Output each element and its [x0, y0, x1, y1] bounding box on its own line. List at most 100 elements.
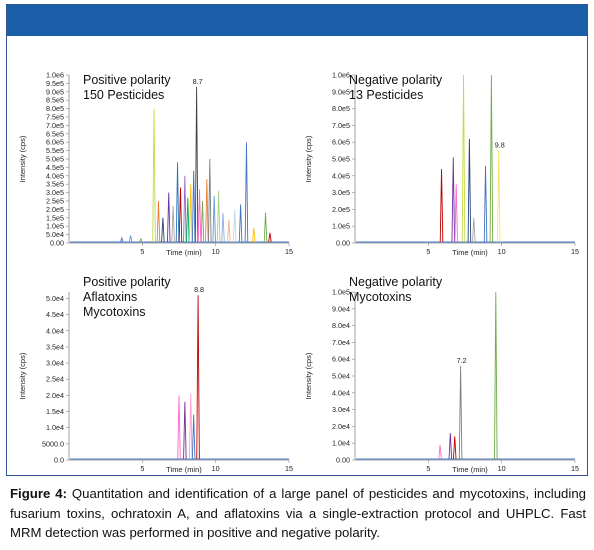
x-tick-label: 10	[212, 247, 220, 256]
chart-title-line: Positive polarity	[83, 275, 171, 289]
chromatogram-peak	[454, 184, 458, 243]
x-tick-label: 15	[571, 247, 579, 256]
chromatogram-peak	[263, 212, 268, 243]
chromatogram-peak	[175, 162, 180, 243]
chart-title-line: Negative polarity	[349, 275, 443, 289]
chart-title-line: Aflatoxins	[83, 290, 138, 304]
y-tick-label: 1.0e6	[332, 71, 350, 80]
chromatogram-peak	[183, 175, 187, 243]
chromatogram-peak	[244, 142, 249, 243]
chromatogram-peak	[496, 150, 501, 243]
chromatogram-peak	[128, 235, 133, 243]
y-tick-label: 6.0e4	[332, 355, 350, 364]
y-tick-label: 2.0e4	[332, 422, 350, 431]
chromatogram-peak	[212, 195, 216, 243]
y-tick-label: 4.0e5	[332, 171, 350, 180]
y-tick-label: 1.5e5	[46, 213, 64, 222]
x-tick-label: 5	[426, 464, 430, 473]
x-tick-label: 10	[212, 464, 220, 473]
y-tick-label: 2.0e5	[46, 205, 64, 214]
chromatogram-peak	[494, 291, 498, 460]
y-tick-label: 0.00	[336, 239, 350, 248]
chart-title: Positive polarity 150 Pesticides	[83, 73, 171, 103]
chart-title-line: Positive polarity	[83, 73, 171, 87]
chromatogram-peak	[178, 187, 183, 243]
x-axis-label: Time (min)	[452, 248, 488, 257]
chart-title: Negative polarity 13 Pesticides	[349, 73, 442, 103]
y-tick-label: 5.0e4	[332, 372, 350, 381]
y-tick-label: 2.5e5	[46, 197, 64, 206]
y-tick-label: 5.0e4	[46, 230, 64, 239]
y-tick-label: 7.0e4	[332, 338, 350, 347]
chromatogram-peak	[458, 365, 463, 460]
y-tick-label: 3.5e4	[46, 342, 64, 351]
chromatogram-peak	[197, 189, 202, 243]
y-tick-label: 6.5e5	[46, 129, 64, 138]
chart-title-line: Negative polarity	[349, 73, 443, 87]
y-tick-label: 7.0e5	[332, 121, 350, 130]
chromatogram-peak	[194, 86, 199, 243]
chromatogram-peak	[188, 393, 193, 460]
chromatogram-peak	[232, 209, 237, 243]
chart-positive-mycotoxins: 0.0 5000.0 1.0e4 1.5e4 2.0e4 2.5e4 3.0e4 3.5e4 4…	[18, 285, 293, 474]
y-tick-label: 7.0e5	[46, 121, 64, 130]
y-tick-label: 9.0e5	[46, 87, 64, 96]
y-tick-label: 1.0e4	[46, 423, 64, 432]
chart-title: Positive polarity Aflatoxins Mycotoxins	[83, 275, 171, 320]
y-tick-label: 4.0e4	[332, 388, 350, 397]
chart-panel-positive-mycotoxins: 0.0 5000.0 1.0e4 1.5e4 2.0e4 2.5e4 3.0e4 3.5e4 4…	[11, 260, 299, 476]
y-tick-label: 7.5e5	[46, 113, 64, 122]
chromatogram-peak	[120, 236, 124, 243]
chromatogram-peak	[200, 200, 205, 243]
chromatogram-peak	[472, 217, 476, 243]
y-tick-label: 3.0e5	[332, 188, 350, 197]
chromatogram-peak	[216, 190, 221, 243]
y-tick-label: 1.0e5	[46, 222, 64, 231]
chromatogram-peak	[205, 179, 209, 243]
chromatogram-peak	[152, 108, 156, 243]
y-tick-label: 2.0e4	[46, 391, 64, 400]
y-tick-label: 3.0e4	[332, 405, 350, 414]
y-axis-label: Intensity (cps)	[18, 352, 27, 399]
figure-caption: Figure 4: Quantitation and identificatio…	[10, 484, 586, 543]
chart-negative-mycotoxins: 0.00 1.0e4 2.0e4 3.0e4 4.0e4 5.0e4 6.0e4 7.0e4 8…	[304, 288, 579, 475]
y-tick-label: 0.00	[50, 239, 64, 248]
y-tick-label: 5000.0	[42, 439, 64, 448]
y-tick-label: 3.0e4	[46, 359, 64, 368]
chromatogram-peak	[238, 204, 243, 243]
y-tick-label: 0.0	[54, 456, 64, 465]
y-tick-label: 5.0e5	[332, 155, 350, 164]
chromatogram-peak	[448, 433, 453, 460]
chromatogram-peak	[221, 212, 225, 243]
y-tick-label: 4.0e4	[46, 326, 64, 335]
y-tick-label: 0.00	[336, 456, 350, 465]
chart-negative-pesticides: 0.00 1.0e5 2.0e5 3.0e5 4.0e5 5.0e5 6.0e5 7.0e5 8…	[304, 71, 579, 258]
chromatogram-peak	[191, 414, 196, 460]
chart-panel-negative-mycotoxins: 0.00 1.0e4 2.0e4 3.0e4 4.0e4 5.0e4 6.0e4 7.0e4 8…	[297, 260, 585, 476]
chromatogram-peak	[156, 200, 161, 243]
x-tick-label: 10	[498, 464, 506, 473]
figure-frame: 0.00 5.0e4 1.0e5 1.5e5 2.0e5 2.5e5 3.0e5 3.5e5 4…	[6, 4, 588, 476]
y-tick-label: 6.0e5	[332, 138, 350, 147]
chromatogram-peak	[191, 170, 196, 243]
chart-positive-pesticides: 0.005.0e41.0e51.5e52.0e52.5e53.0e53.5e54…	[18, 71, 293, 258]
chromatogram-peak	[252, 227, 256, 243]
y-tick-label: 4.5e4	[46, 310, 64, 319]
chromatogram-peak	[161, 217, 165, 243]
chromatogram-peak	[451, 157, 456, 243]
chart-title-line: Mycotoxins	[349, 290, 412, 304]
chart-title-line: 13 Pesticides	[349, 88, 424, 102]
chromatogram-peak	[183, 401, 187, 460]
chromatogram-peak	[467, 138, 472, 243]
chart-panel-negative-pesticides: 0.00 1.0e5 2.0e5 3.0e5 4.0e5 5.0e5 6.0e5 7.0e5 8…	[297, 43, 585, 259]
y-tick-label: 4.5e5	[46, 163, 64, 172]
x-axis-label: Time (min)	[166, 248, 202, 257]
chromatogram-peak	[461, 74, 466, 243]
y-tick-label: 3.5e5	[46, 180, 64, 189]
y-tick-label: 4.0e5	[46, 171, 64, 180]
y-tick-label: 8.0e5	[46, 104, 64, 113]
figure-banner	[7, 5, 587, 36]
peak-annotation: 9.8	[495, 141, 505, 150]
x-tick-label: 15	[571, 464, 579, 473]
x-tick-label: 10	[498, 247, 506, 256]
